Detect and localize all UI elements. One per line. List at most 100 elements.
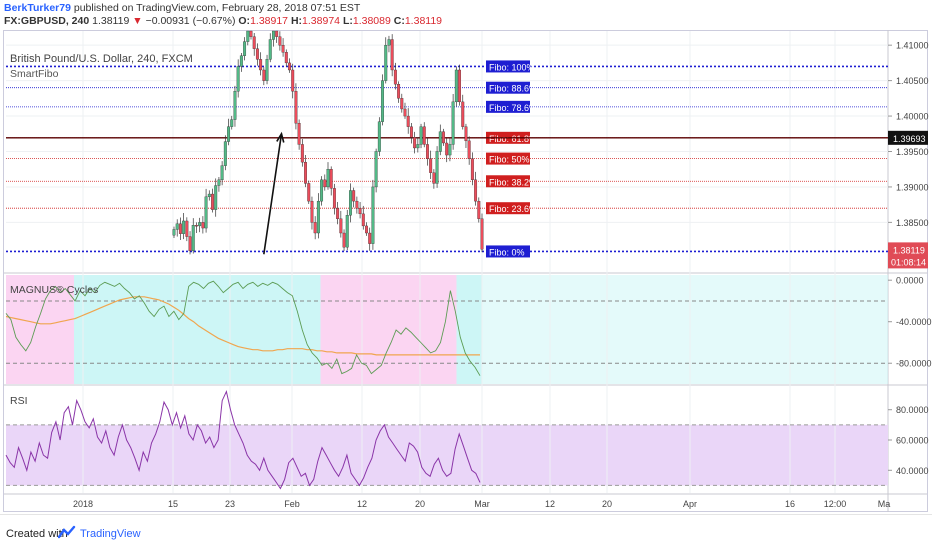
- candle-body: [352, 190, 356, 202]
- candle-body: [432, 172, 436, 184]
- close-label: C:: [393, 15, 405, 27]
- footer: Created with TradingView: [0, 514, 932, 551]
- time-tick-label: 16: [785, 499, 795, 509]
- candle-body: [329, 169, 333, 189]
- projection-line[interactable]: [263, 133, 283, 255]
- rsi-band: [6, 424, 888, 486]
- price-change: −0.00931 (−0.67%): [145, 15, 236, 27]
- rsi-tick-label: 80.0000: [896, 405, 929, 415]
- candle-body: [470, 158, 474, 181]
- candle-body: [265, 59, 269, 81]
- author-link[interactable]: BerkTurker79: [4, 2, 71, 14]
- time-tick-label: 20: [602, 499, 612, 509]
- smartfibo-label: SmartFibo: [10, 68, 59, 80]
- cycle-zone-future: [482, 275, 888, 384]
- cycle-zone: [456, 275, 482, 384]
- fibo-label: Fibo: 100%: [489, 62, 535, 72]
- fibo-label-box: [486, 245, 530, 258]
- ohlc-line: FX:GBPUSD, 240 1.38119 ▼ −0.00931 (−0.67…: [4, 15, 442, 27]
- candle-body: [249, 30, 253, 37]
- chart-frame: [3, 30, 928, 512]
- fibo-label: Fibo: 50%: [489, 155, 530, 165]
- candle-body: [413, 137, 417, 149]
- fibo-label-box: [486, 152, 530, 165]
- price-tick-label: 1.38500: [896, 218, 929, 228]
- fibo-label: Fibo: 61.8%: [489, 134, 537, 144]
- magnus-tick-label: -40.0000: [896, 317, 932, 327]
- time-tick-label: Apr: [683, 499, 697, 509]
- candle-body: [458, 69, 461, 103]
- rsi-band-fill: [6, 424, 888, 486]
- magnus-zones: [6, 275, 888, 384]
- time-tick-label: 12: [545, 499, 555, 509]
- fibo-label: Fibo: 23.6%: [489, 204, 537, 214]
- candle-body: [365, 225, 368, 234]
- candle-body: [262, 69, 266, 81]
- candle-body: [438, 131, 442, 152]
- main-pane-title: British Pound/U.S. Dollar, 240, FXCM: [10, 53, 193, 65]
- time-tick-label: 20: [415, 499, 425, 509]
- candle-body: [393, 69, 397, 85]
- candle-body: [451, 101, 455, 145]
- magnus-tick-label: -80.0000: [896, 359, 932, 369]
- candle-body: [255, 48, 259, 60]
- candle-body: [214, 185, 218, 210]
- candle-body: [313, 222, 317, 234]
- candle-body: [368, 232, 372, 244]
- candle-series: [172, 30, 484, 255]
- fibo-label-box: [486, 202, 530, 215]
- cycle-zone: [320, 275, 457, 384]
- low-value: 1.38089: [352, 15, 391, 27]
- open-value: 1.38917: [250, 15, 289, 27]
- price-tick-label: 1.41000: [896, 41, 929, 51]
- candle-body: [310, 200, 314, 223]
- candle-body: [220, 165, 224, 181]
- time-tick-label: 2018: [73, 499, 93, 509]
- candle-body: [288, 62, 291, 71]
- magnus-cycle-line: [5, 280, 481, 376]
- last-price: 1.38119: [92, 15, 130, 27]
- candle-body: [172, 229, 176, 236]
- candle-body: [275, 30, 279, 37]
- candle-body: [227, 126, 230, 142]
- candle-body: [188, 236, 192, 251]
- price-tick-label: 1.39500: [896, 147, 929, 157]
- candle-body: [374, 151, 378, 188]
- candle-body: [316, 200, 320, 234]
- magnus-pane-title: MAGNUS® Cycles: [10, 284, 98, 296]
- candle-body: [400, 98, 404, 110]
- fibo-label: Fibo: 78.6%: [489, 103, 537, 113]
- candle-body: [230, 119, 234, 127]
- fibo-label: Fibo: 38.2%: [489, 177, 537, 187]
- candle-body: [419, 126, 423, 145]
- time-tick-label: 15: [168, 499, 178, 509]
- time-axis: 2018 15 23 Feb 12 20 Mar 12 20 Apr 16 12:00 Ma: [73, 499, 890, 509]
- candle-body: [291, 69, 295, 92]
- fibo-label-box: [486, 81, 530, 94]
- candle-body: [477, 200, 481, 219]
- candle-body: [336, 208, 340, 219]
- price-tick-label: 1.40000: [896, 112, 929, 122]
- candle-body: [211, 193, 214, 210]
- price-tick-label: 1.39000: [896, 182, 929, 192]
- candle-body: [300, 144, 304, 163]
- candle-body: [384, 45, 388, 81]
- price-axis: 1.41000 1.40500 1.40000 1.39500 1.39000 1.385…: [888, 41, 932, 476]
- rsi-tick-label: 60.0000: [896, 436, 929, 446]
- candle-body: [201, 222, 205, 229]
- crosshair-price-box: [888, 130, 928, 145]
- tradingview-link[interactable]: TradingView: [80, 528, 141, 540]
- last-price-box: [888, 242, 928, 269]
- candle-body: [429, 158, 433, 173]
- time-tick-label: 12: [357, 499, 367, 509]
- candle-body: [198, 222, 202, 227]
- candle-body: [320, 179, 324, 202]
- candle-body: [246, 30, 250, 42]
- candle-body: [377, 121, 381, 152]
- candle-body: [358, 208, 362, 215]
- candle-body: [217, 179, 221, 186]
- candle-body: [426, 144, 429, 159]
- cycle-zone: [6, 275, 74, 384]
- candle-body: [454, 69, 458, 103]
